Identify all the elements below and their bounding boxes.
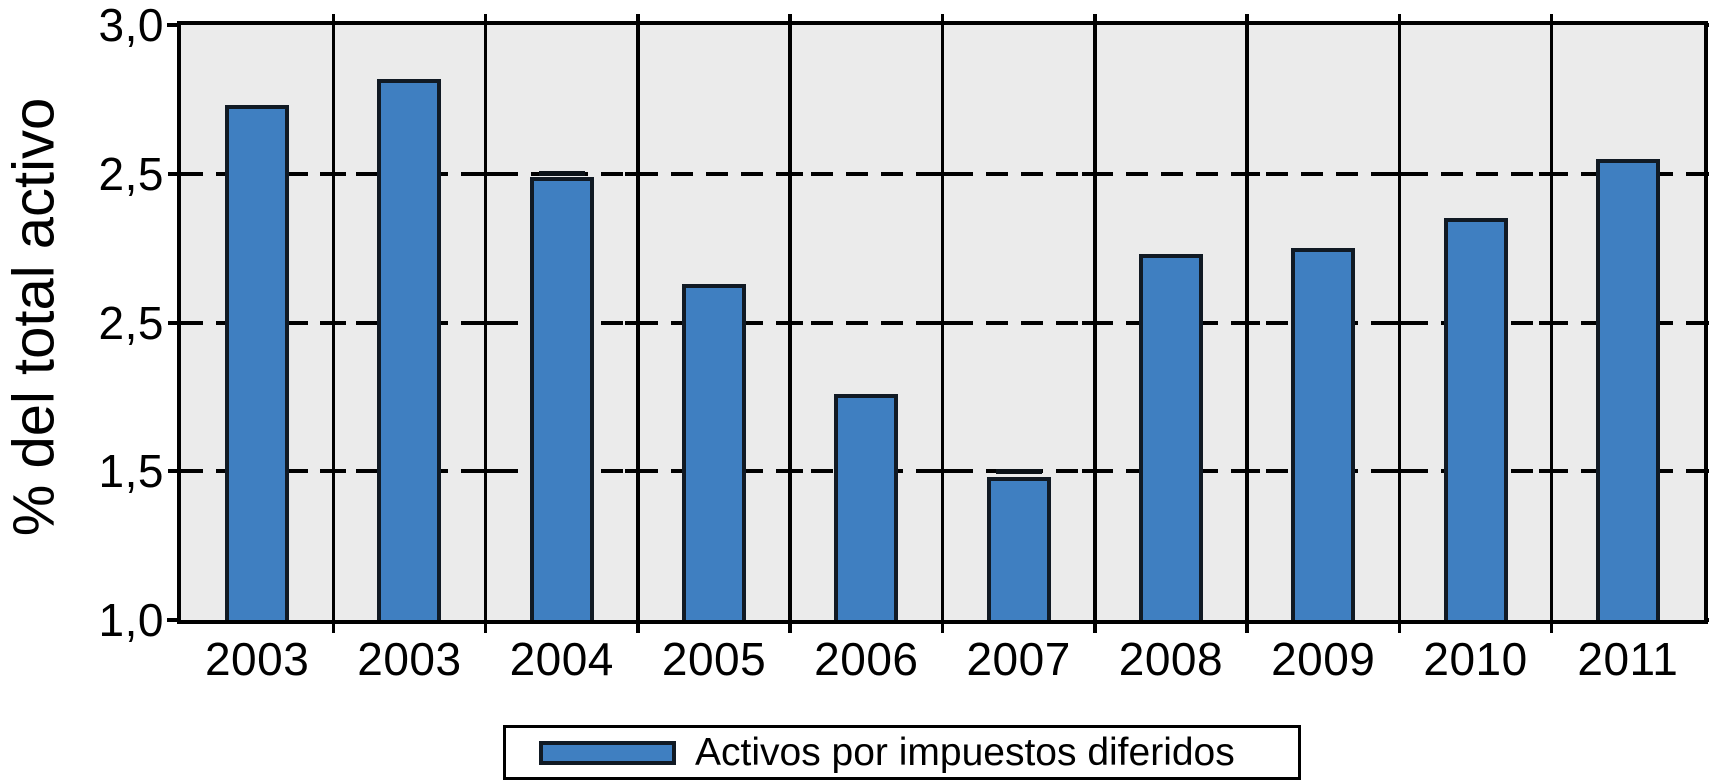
bar-2009 — [1291, 248, 1356, 620]
tick-mark — [483, 624, 488, 633]
tick-mark — [1093, 14, 1097, 25]
x-tick-label: 2007 — [966, 633, 1071, 685]
tick-mark — [1397, 624, 1402, 633]
bar-2006 — [834, 393, 899, 620]
bar-2005 — [682, 283, 747, 620]
tick-mark — [624, 320, 651, 325]
tick-mark — [1538, 171, 1565, 176]
bar-2008 — [1138, 254, 1203, 620]
tick-mark — [1081, 320, 1108, 325]
tick-mark — [331, 14, 336, 25]
tick-mark — [940, 14, 945, 25]
tick-mark — [929, 171, 956, 176]
tick-mark — [1386, 469, 1413, 474]
tick-mark — [1704, 23, 1709, 27]
tick-mark — [1234, 320, 1261, 325]
x-tick-label: 2003 — [357, 633, 462, 685]
tick-mark — [777, 469, 804, 474]
bar-2004 — [529, 176, 594, 620]
x-tick-label: 2006 — [814, 633, 919, 685]
tick-mark — [929, 469, 956, 474]
x-tick-label: 2004 — [509, 633, 614, 685]
tick-mark — [636, 624, 640, 633]
x-tick-label: 2011 — [1577, 633, 1679, 685]
tick-mark — [1538, 469, 1565, 474]
tick-mark — [168, 171, 194, 176]
tick-mark — [167, 23, 181, 27]
tick-mark — [624, 469, 651, 474]
tick-mark — [1704, 618, 1709, 622]
tick-mark — [1234, 171, 1261, 176]
tick-mark — [472, 469, 499, 474]
tick-mark — [788, 14, 792, 25]
tick-mark — [1549, 624, 1554, 633]
tick-mark — [636, 14, 640, 25]
tick-mark — [1093, 624, 1097, 633]
tick-mark — [1549, 14, 1554, 25]
tick-mark — [168, 469, 194, 474]
bar-2003 — [377, 78, 442, 620]
tick-mark — [1691, 469, 1709, 474]
tick-mark — [320, 469, 347, 474]
tick-mark — [1386, 320, 1413, 325]
y-tick-label: 2,5 — [98, 147, 164, 200]
tick-mark — [1397, 14, 1402, 25]
legend-label: Activos por impuestos diferidos — [695, 731, 1235, 774]
tick-mark — [1245, 14, 1249, 25]
tick-mark — [777, 320, 804, 325]
tick-mark — [940, 624, 945, 633]
tick-mark — [1386, 171, 1413, 176]
tick-mark — [1081, 469, 1108, 474]
tick-mark — [624, 171, 651, 176]
tick-mark — [1081, 171, 1108, 176]
x-tick-label: 2003 — [204, 633, 310, 685]
legend: Activos por impuestos diferidos — [503, 725, 1301, 780]
tick-mark — [777, 171, 804, 176]
error-cap — [538, 171, 585, 177]
tick-mark — [168, 320, 194, 325]
tick-mark — [1245, 624, 1249, 633]
y-tick-label: 1,0 — [98, 594, 164, 646]
legend-swatch — [539, 740, 676, 765]
y-tick-label: 1,5 — [98, 445, 164, 498]
tick-mark — [331, 624, 336, 633]
bar-2011 — [1595, 158, 1660, 620]
x-tick-label: 2010 — [1423, 633, 1528, 685]
y-tick-label: 2,5 — [98, 296, 164, 349]
x-tick-label: 2008 — [1118, 633, 1224, 685]
tick-mark — [929, 320, 956, 325]
x-tick-label: 2009 — [1271, 633, 1376, 685]
tick-mark — [1691, 171, 1709, 176]
tick-mark — [167, 618, 181, 622]
tick-mark — [1538, 320, 1565, 325]
tick-mark — [483, 14, 488, 25]
tick-mark — [472, 171, 499, 176]
bar-2010 — [1443, 218, 1508, 620]
y-tick-label: 3,0 — [98, 0, 164, 51]
x-tick-label: 2005 — [661, 633, 767, 685]
tick-mark — [788, 624, 792, 633]
tick-mark — [320, 320, 347, 325]
tick-mark — [1234, 469, 1261, 474]
bar-2003 — [225, 105, 290, 620]
tick-mark — [320, 171, 347, 176]
bar-2007 — [986, 477, 1051, 620]
tick-mark — [472, 320, 499, 325]
error-cap — [995, 468, 1042, 474]
tick-mark — [1691, 320, 1709, 325]
